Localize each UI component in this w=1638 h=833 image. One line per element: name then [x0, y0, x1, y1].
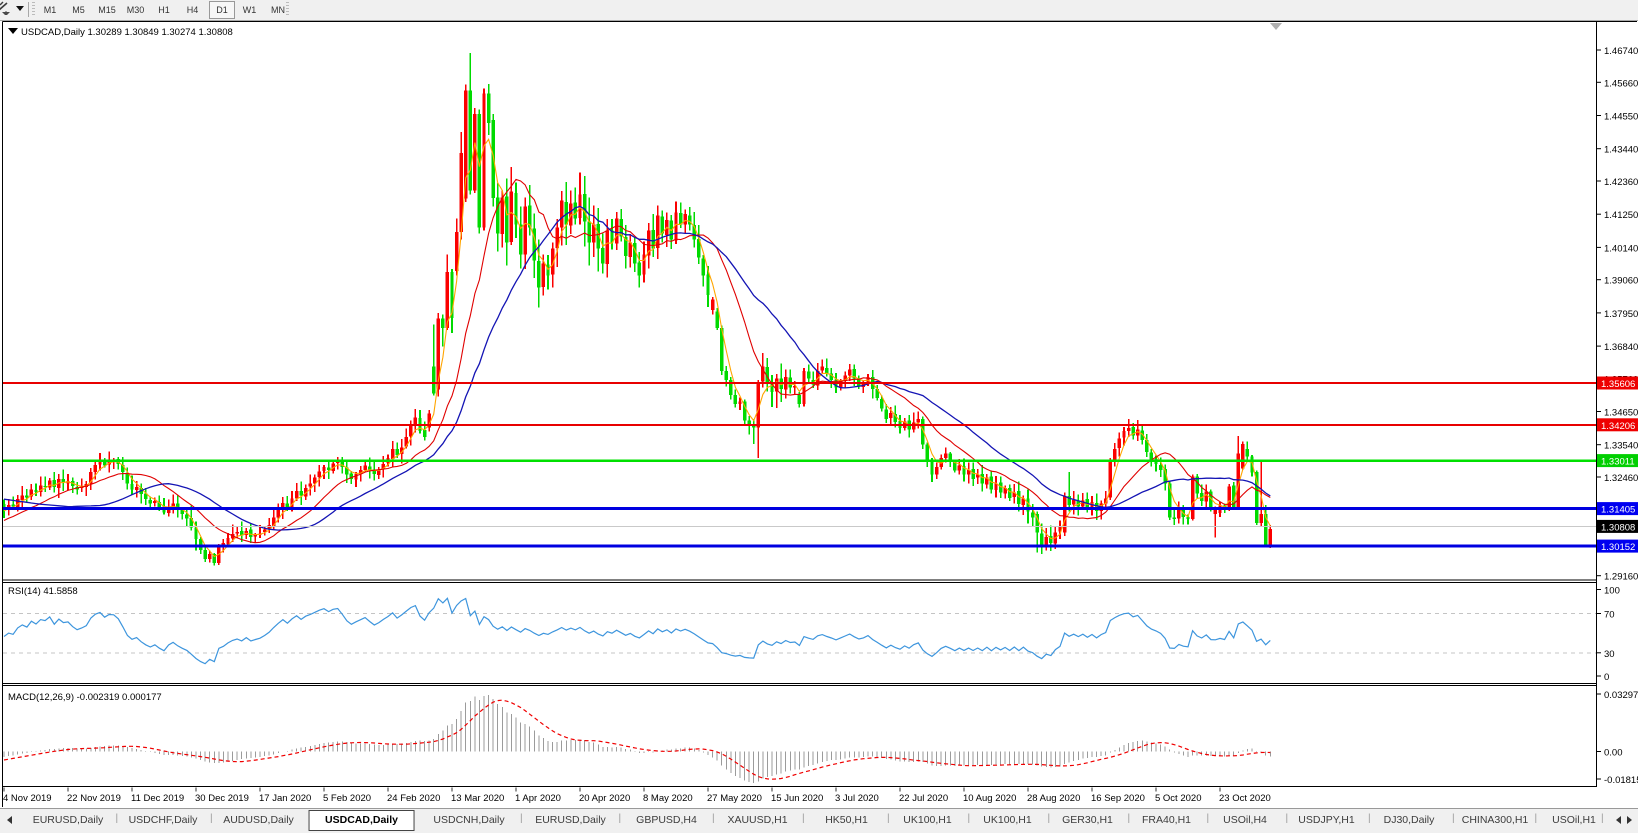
svg-text:16 Sep 2020: 16 Sep 2020	[1091, 793, 1145, 804]
svg-text:1.46740: 1.46740	[1604, 46, 1638, 57]
svg-text:5 Feb 2020: 5 Feb 2020	[323, 793, 371, 804]
svg-text:5 Oct 2020: 5 Oct 2020	[1155, 793, 1201, 804]
svg-text:30: 30	[1604, 649, 1615, 660]
svg-text:1.39060: 1.39060	[1604, 276, 1638, 287]
svg-text:0: 0	[1604, 672, 1609, 683]
svg-text:1.43440: 1.43440	[1604, 145, 1638, 156]
svg-text:1.44550: 1.44550	[1604, 112, 1638, 123]
svg-text:RSI(14) 41.5858: RSI(14) 41.5858	[8, 586, 78, 597]
svg-text:27 May 2020: 27 May 2020	[707, 793, 762, 804]
svg-text:1.41250: 1.41250	[1604, 210, 1638, 221]
svg-text:13 Mar 2020: 13 Mar 2020	[451, 793, 504, 804]
svg-text:17 Jan 2020: 17 Jan 2020	[259, 793, 311, 804]
svg-text:11 Dec 2019: 11 Dec 2019	[131, 793, 184, 804]
svg-text:1.33011: 1.33011	[1601, 457, 1635, 468]
svg-text:100: 100	[1604, 586, 1620, 597]
svg-text:20 Apr 2020: 20 Apr 2020	[579, 793, 630, 804]
svg-text:1.42360: 1.42360	[1604, 177, 1638, 188]
svg-text:10 Aug 2020: 10 Aug 2020	[963, 793, 1016, 804]
svg-text:1.34650: 1.34650	[1604, 408, 1638, 419]
svg-text:0.032972: 0.032972	[1604, 690, 1638, 701]
svg-text:1.33540: 1.33540	[1604, 441, 1638, 452]
svg-text:22 Nov 2019: 22 Nov 2019	[67, 793, 121, 804]
svg-text:1 Apr 2020: 1 Apr 2020	[515, 793, 561, 804]
svg-text:8 May 2020: 8 May 2020	[643, 793, 693, 804]
svg-text:1.29160: 1.29160	[1604, 572, 1638, 583]
svg-text:24 Feb 2020: 24 Feb 2020	[387, 793, 440, 804]
svg-text:-0.018154: -0.018154	[1604, 775, 1638, 786]
svg-text:1.37950: 1.37950	[1604, 309, 1638, 320]
svg-text:0.00: 0.00	[1604, 748, 1623, 759]
svg-text:23 Oct 2020: 23 Oct 2020	[1219, 793, 1271, 804]
svg-text:4 Nov 2019: 4 Nov 2019	[3, 793, 52, 804]
svg-text:15 Jun 2020: 15 Jun 2020	[771, 793, 823, 804]
svg-text:70: 70	[1604, 610, 1615, 621]
svg-text:1.30808: 1.30808	[1601, 522, 1635, 533]
svg-text:3 Jul 2020: 3 Jul 2020	[835, 793, 879, 804]
svg-text:30 Dec 2019: 30 Dec 2019	[195, 793, 249, 804]
svg-text:1.36840: 1.36840	[1604, 342, 1638, 353]
svg-text:1.40140: 1.40140	[1604, 243, 1638, 254]
svg-text:1.31405: 1.31405	[1601, 505, 1635, 516]
svg-text:28 Aug 2020: 28 Aug 2020	[1027, 793, 1080, 804]
svg-text:1.45660: 1.45660	[1604, 78, 1638, 89]
svg-text:USDCAD,Daily 1.30289 1.30849: USDCAD,Daily 1.30289 1.30849 1.30274 1.3…	[21, 27, 233, 38]
svg-text:1.34206: 1.34206	[1601, 421, 1635, 432]
svg-text:22 Jul 2020: 22 Jul 2020	[899, 793, 948, 804]
svg-text:1.32460: 1.32460	[1604, 473, 1638, 484]
svg-text:MACD(12,26,9) -0.002319 0.0001: MACD(12,26,9) -0.002319 0.000177	[8, 692, 162, 703]
svg-text:1.30152: 1.30152	[1601, 542, 1635, 553]
svg-text:1.35606: 1.35606	[1601, 379, 1635, 390]
